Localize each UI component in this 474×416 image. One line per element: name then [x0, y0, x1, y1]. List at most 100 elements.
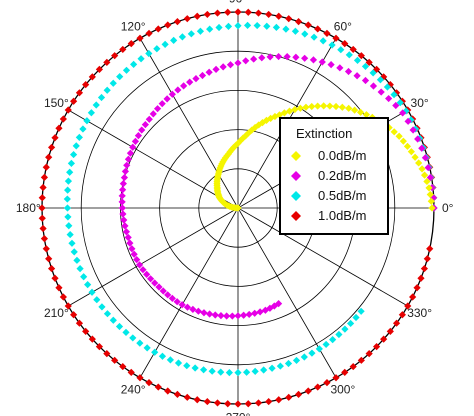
- data-point: [223, 312, 231, 320]
- data-point: [285, 393, 293, 401]
- data-point: [282, 25, 290, 33]
- data-point: [251, 367, 259, 375]
- series-layer: [38, 8, 438, 408]
- data-point: [268, 364, 276, 372]
- angle-tick-label: 240°: [121, 383, 146, 397]
- data-point: [224, 22, 233, 30]
- data-point: [426, 190, 434, 199]
- data-point: [130, 250, 138, 258]
- data-point: [51, 274, 59, 282]
- data-point: [392, 101, 400, 110]
- data-point: [296, 104, 304, 112]
- data-point: [103, 350, 111, 358]
- data-point: [208, 367, 216, 375]
- data-point: [274, 52, 283, 61]
- data-point: [149, 110, 157, 118]
- data-point: [308, 102, 316, 111]
- data-point: [256, 308, 264, 316]
- data-point: [380, 73, 388, 81]
- data-point: [357, 356, 365, 364]
- data-point: [97, 93, 106, 102]
- data-point: [275, 12, 283, 20]
- data-point: [349, 362, 357, 371]
- legend-title: Extinction: [296, 126, 352, 141]
- data-point: [409, 126, 417, 134]
- data-point: [219, 63, 227, 71]
- data-point: [352, 313, 360, 322]
- data-point: [136, 339, 144, 347]
- data-point: [244, 8, 252, 16]
- data-point: [83, 117, 91, 125]
- data-point: [427, 197, 435, 205]
- data-point: [192, 75, 200, 83]
- data-point: [390, 128, 398, 136]
- data-point: [59, 115, 67, 123]
- data-point: [69, 150, 78, 159]
- data-point: [66, 230, 74, 239]
- data-point: [72, 142, 80, 150]
- data-point: [320, 102, 328, 110]
- data-point: [224, 8, 232, 16]
- data-point: [191, 364, 199, 372]
- data-point: [294, 390, 303, 399]
- data-point: [418, 165, 426, 173]
- data-point: [63, 195, 71, 203]
- data-point: [47, 143, 56, 152]
- data-point: [251, 309, 259, 317]
- data-point: [146, 275, 155, 283]
- data-point: [403, 142, 412, 150]
- data-point: [423, 177, 431, 186]
- data-point: [153, 105, 162, 113]
- data-point: [349, 45, 357, 54]
- data-point: [244, 400, 252, 408]
- data-point: [158, 352, 167, 360]
- data-point: [326, 102, 334, 110]
- data-point: [111, 356, 119, 364]
- data-point: [428, 204, 436, 212]
- data-point: [425, 184, 433, 192]
- data-point: [315, 345, 323, 353]
- data-point: [88, 335, 96, 343]
- data-point: [116, 73, 124, 81]
- data-point: [136, 374, 144, 382]
- data-point: [415, 159, 423, 167]
- data-point: [118, 192, 126, 200]
- data-point: [103, 310, 112, 318]
- data-point: [196, 27, 205, 35]
- angle-tick-label: 90°: [229, 0, 247, 5]
- data-point: [421, 154, 430, 162]
- data-point: [377, 88, 385, 96]
- data-point: [168, 294, 176, 302]
- angle-tick-label: 120°: [121, 19, 146, 33]
- data-point: [183, 15, 191, 23]
- data-point: [429, 194, 437, 202]
- data-point: [66, 168, 74, 176]
- data-point: [127, 40, 135, 48]
- data-point: [118, 204, 126, 212]
- data-point: [426, 173, 435, 182]
- data-point: [137, 55, 145, 63]
- data-point: [226, 61, 235, 69]
- data-point: [119, 45, 127, 54]
- data-point: [174, 86, 182, 94]
- data-point: [119, 362, 127, 371]
- data-point: [407, 148, 415, 156]
- data-point: [215, 23, 223, 32]
- angle-tick-label: 30°: [411, 96, 429, 110]
- data-point: [258, 118, 267, 127]
- data-point: [353, 56, 362, 65]
- data-point: [39, 224, 47, 233]
- data-point: [128, 245, 136, 253]
- data-point: [266, 304, 274, 312]
- data-point: [92, 101, 100, 109]
- data-point: [254, 399, 263, 407]
- data-point: [88, 73, 96, 81]
- data-point: [351, 106, 359, 114]
- data-point: [178, 33, 186, 41]
- data-point: [82, 81, 90, 89]
- data-point: [309, 56, 318, 64]
- data-point: [308, 349, 316, 357]
- data-point: [234, 204, 242, 212]
- data-point: [151, 348, 159, 356]
- data-point: [119, 210, 127, 218]
